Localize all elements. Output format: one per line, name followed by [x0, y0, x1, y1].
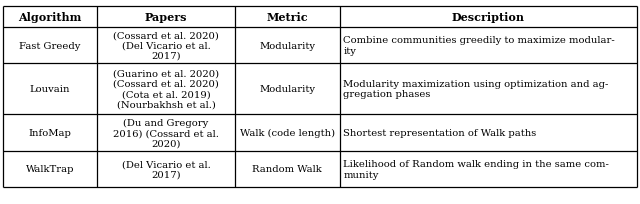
Text: Modularity maximization using optimization and ag-
gregation phases: Modularity maximization using optimizati…	[344, 79, 609, 99]
Text: Walk (code length): Walk (code length)	[240, 128, 335, 137]
Text: Papers: Papers	[145, 12, 188, 23]
Text: (Del Vicario et al.
2017): (Del Vicario et al. 2017)	[122, 159, 211, 179]
Text: (Du and Gregory
2016) (Cossard et al.
2020): (Du and Gregory 2016) (Cossard et al. 20…	[113, 118, 219, 148]
Text: Fast Greedy: Fast Greedy	[19, 41, 81, 50]
Text: InfoMap: InfoMap	[29, 128, 72, 137]
Text: (Guarino et al. 2020)
(Cossard et al. 2020)
(Cota et al. 2019)
(Nourbakhsh et al: (Guarino et al. 2020) (Cossard et al. 20…	[113, 69, 219, 109]
Text: Shortest representation of Walk paths: Shortest representation of Walk paths	[344, 128, 537, 137]
Text: Modularity: Modularity	[259, 41, 316, 50]
Text: Louvain: Louvain	[30, 84, 70, 93]
Text: (Cossard et al. 2020)
(Del Vicario et al.
2017): (Cossard et al. 2020) (Del Vicario et al…	[113, 31, 219, 61]
Text: Combine communities greedily to maximize modular-
ity: Combine communities greedily to maximize…	[344, 36, 615, 55]
Text: Modularity: Modularity	[259, 84, 316, 93]
Text: Random Walk: Random Walk	[253, 164, 323, 173]
Text: Likelihood of Random walk ending in the same com-
munity: Likelihood of Random walk ending in the …	[344, 159, 609, 179]
Text: Description: Description	[452, 12, 525, 23]
Text: Algorithm: Algorithm	[19, 12, 82, 23]
Text: WalkTrap: WalkTrap	[26, 164, 74, 173]
Text: Metric: Metric	[266, 12, 308, 23]
